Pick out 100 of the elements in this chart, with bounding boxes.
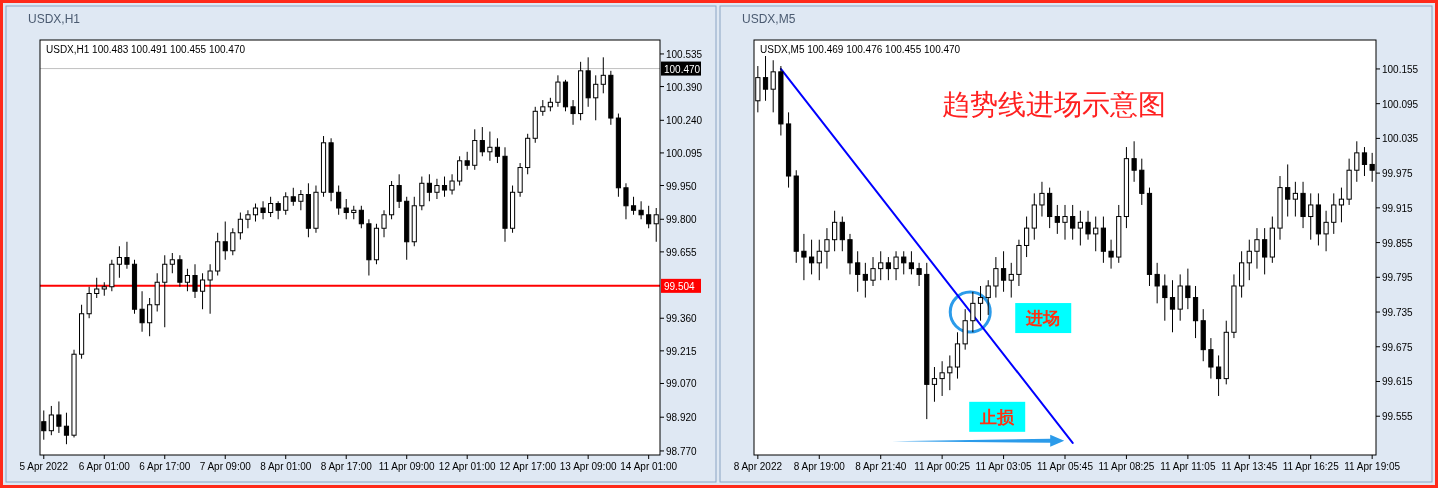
candlestick bbox=[1008, 262, 1014, 299]
x-tick-label: 11 Apr 11:05 bbox=[1160, 461, 1216, 472]
candlestick bbox=[947, 354, 953, 391]
candlestick bbox=[646, 205, 652, 229]
candlestick bbox=[184, 268, 191, 292]
candlestick bbox=[839, 216, 845, 252]
x-tick-label: 12 Apr 01:00 bbox=[438, 461, 496, 472]
x-tick-label: 11 Apr 03:05 bbox=[975, 461, 1032, 472]
candlestick bbox=[1039, 181, 1045, 218]
candlestick bbox=[336, 185, 342, 216]
candlestick bbox=[1246, 239, 1252, 281]
candlestick bbox=[426, 173, 432, 202]
y-tick-label: 99.070 bbox=[666, 378, 698, 390]
candlestick bbox=[124, 241, 130, 270]
candlestick bbox=[801, 233, 807, 281]
candlestick bbox=[977, 285, 984, 322]
candlestick bbox=[199, 272, 206, 310]
candlestick bbox=[1331, 192, 1337, 235]
candlestick bbox=[770, 59, 776, 113]
candlestick bbox=[1131, 140, 1137, 183]
candlestick bbox=[1162, 273, 1168, 322]
candlestick bbox=[1254, 227, 1260, 270]
y-tick-label: 99.555 bbox=[1382, 411, 1414, 423]
candlestick bbox=[230, 227, 236, 256]
chart-subtitle: USDX,H1 100.483 100.491 100.455 100.470 bbox=[46, 44, 246, 55]
candlestick bbox=[600, 56, 606, 94]
y-tick-label: 99.735 bbox=[1382, 307, 1414, 319]
y-tick-label: 100.095 bbox=[666, 147, 703, 159]
candlestick bbox=[298, 189, 304, 211]
y-tick-label: 98.920 bbox=[666, 412, 698, 424]
candlestick bbox=[283, 191, 289, 216]
candlestick bbox=[63, 412, 70, 445]
candlestick bbox=[396, 173, 402, 209]
x-tick-label: 12 Apr 17:00 bbox=[499, 461, 557, 472]
ref-line-label: 100.470 bbox=[664, 63, 701, 75]
candlestick bbox=[638, 200, 644, 220]
x-tick-label: 8 Apr 01:00 bbox=[260, 461, 312, 472]
annotation: 趋势线进场示意图 bbox=[942, 88, 1167, 120]
x-tick-label: 11 Apr 05:45 bbox=[1037, 461, 1094, 472]
candlestick bbox=[878, 250, 884, 281]
y-tick-label: 100.095 bbox=[1382, 98, 1419, 110]
y-tick-label: 99.655 bbox=[666, 246, 698, 258]
candlestick bbox=[260, 200, 266, 220]
x-tick-label: 13 Apr 09:00 bbox=[559, 461, 617, 472]
y-tick-label: 100.035 bbox=[1382, 133, 1419, 145]
candlestick bbox=[177, 254, 183, 288]
candlestick bbox=[939, 360, 945, 397]
candlestick bbox=[1108, 239, 1114, 270]
candlestick bbox=[970, 291, 976, 333]
candlestick bbox=[358, 205, 364, 229]
candlestick bbox=[555, 74, 561, 108]
candlestick bbox=[245, 209, 251, 229]
candlestick bbox=[441, 176, 448, 198]
annotation: 进场 bbox=[1025, 309, 1061, 329]
candlestick bbox=[1177, 273, 1183, 322]
chart-title: USDX,M5 bbox=[742, 12, 796, 26]
candlestick bbox=[1085, 210, 1091, 241]
x-tick-label: 6 Apr 17:00 bbox=[139, 461, 191, 472]
candlestick bbox=[1062, 204, 1068, 241]
candlestick bbox=[893, 250, 899, 281]
chart-title: USDX,H1 bbox=[28, 12, 81, 26]
candlestick bbox=[1169, 279, 1176, 333]
candlestick bbox=[862, 262, 868, 299]
y-tick-label: 100.240 bbox=[666, 115, 703, 127]
candlestick bbox=[1077, 210, 1083, 246]
candlestick bbox=[1262, 227, 1268, 275]
candlestick bbox=[1323, 210, 1329, 252]
y-tick-label: 99.800 bbox=[666, 214, 698, 226]
candlestick bbox=[1070, 204, 1076, 241]
y-tick-label: 100.155 bbox=[1382, 63, 1419, 75]
candlestick bbox=[1047, 187, 1053, 229]
candlestick bbox=[487, 131, 493, 162]
candlestick bbox=[762, 53, 769, 102]
candlestick bbox=[1185, 268, 1191, 310]
candlestick bbox=[479, 126, 485, 157]
candlestick bbox=[1154, 262, 1160, 304]
candlestick bbox=[1093, 216, 1099, 252]
candlestick bbox=[109, 259, 115, 292]
x-tick-label: 8 Apr 21:40 bbox=[855, 461, 907, 472]
x-tick-label: 11 Apr 19:05 bbox=[1344, 461, 1401, 472]
x-tick-label: 11 Apr 16:25 bbox=[1282, 461, 1340, 472]
candlestick bbox=[268, 196, 274, 218]
candlestick bbox=[94, 277, 100, 299]
x-tick-label: 11 Apr 09:00 bbox=[378, 461, 436, 472]
candlestick bbox=[169, 252, 175, 274]
candlestick bbox=[56, 400, 62, 434]
candlestick bbox=[1308, 192, 1314, 241]
candlestick bbox=[885, 256, 891, 281]
x-tick-label: 11 Apr 00:25 bbox=[914, 461, 971, 472]
y-tick-label: 99.855 bbox=[1382, 237, 1414, 249]
candlestick bbox=[381, 209, 387, 238]
x-tick-label: 11 Apr 08:25 bbox=[1098, 461, 1155, 472]
candlestick bbox=[908, 250, 915, 275]
y-tick-label: 98.770 bbox=[666, 445, 698, 457]
y-tick-label: 99.675 bbox=[1382, 341, 1414, 353]
candlestick bbox=[962, 308, 968, 351]
x-tick-label: 8 Apr 19:00 bbox=[793, 461, 846, 472]
candlestick bbox=[48, 405, 54, 436]
candlestick bbox=[154, 272, 160, 312]
candlestick bbox=[1292, 181, 1298, 218]
